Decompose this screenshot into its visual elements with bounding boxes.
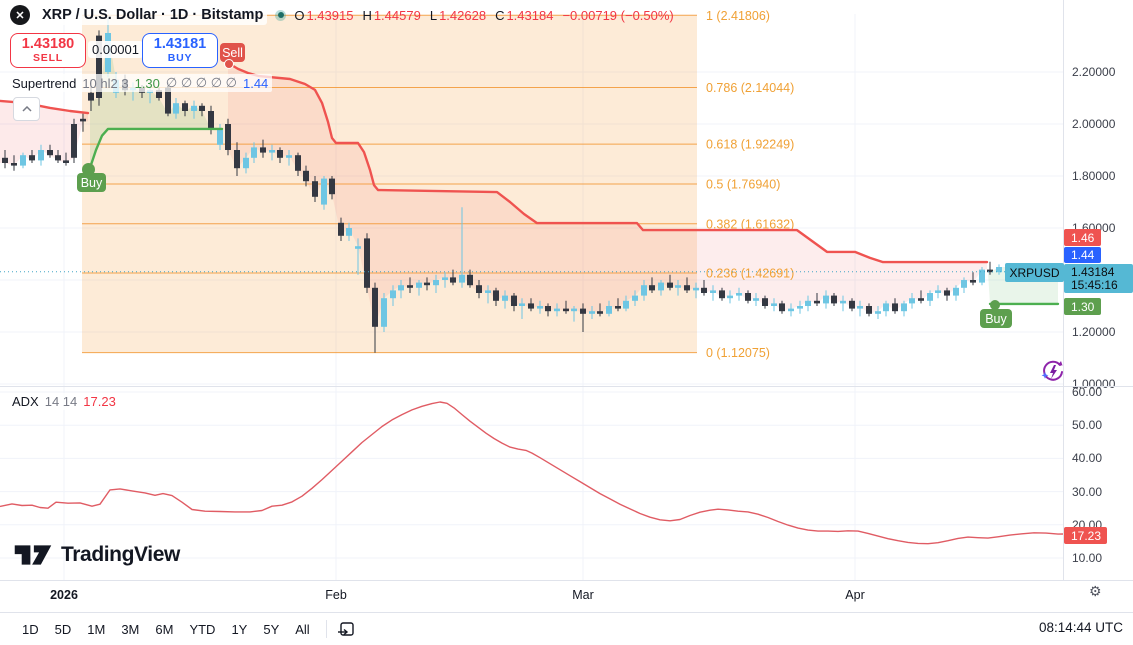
- gear-icon[interactable]: ⚙: [1089, 583, 1102, 599]
- scale-tick: 1.80000: [1072, 169, 1116, 183]
- adx-params: 14 14: [44, 394, 78, 409]
- market-status-icon[interactable]: [275, 9, 287, 21]
- last-price-badge: 1.43184 15:45:16: [1064, 264, 1133, 293]
- fib-level-label: 0.382 (1.61632): [706, 217, 794, 231]
- pane-divider[interactable]: [0, 386, 1133, 387]
- time-axis-label: Mar: [572, 588, 594, 602]
- tradingview-logo-text: TradingView: [61, 543, 180, 566]
- scale-tick: 1.00000: [1072, 377, 1116, 391]
- fib-level-label: 0.786 (2.14044): [706, 81, 794, 95]
- supertrend-upper-badge: 1.46: [1064, 229, 1101, 246]
- range-button-all[interactable]: All: [295, 621, 310, 637]
- sell-button[interactable]: 1.43180 SELL: [10, 33, 86, 68]
- buy-price: 1.43181: [153, 35, 207, 52]
- scale-tick: 10.00: [1072, 551, 1103, 565]
- close-value: 1.43184: [506, 7, 554, 23]
- supertrend-params: 10 hl2 3: [82, 75, 129, 91]
- supertrend-legend[interactable]: Supertrend 10 hl2 3 1.30 ∅ ∅ ∅ ∅ ∅ 1.44: [8, 74, 273, 92]
- buy-signal-pin: [990, 300, 1000, 310]
- scale-tick: 50.00: [1072, 418, 1103, 433]
- last-price-value: 1.43184: [1071, 264, 1115, 279]
- sell-signal-marker[interactable]: Sell: [220, 43, 245, 62]
- adx-value: 17.23: [83, 394, 116, 409]
- buy-signal-pin: [82, 163, 95, 176]
- supertrend-name: Supertrend: [12, 75, 77, 91]
- sell-price: 1.43180: [21, 35, 75, 52]
- open-value: 1.43915: [306, 7, 354, 23]
- xrp-logo-icon: ✕: [10, 5, 30, 25]
- fib-level-label: 0.618 (1.92249): [706, 138, 794, 152]
- fib-level-label: 1 (2.41806): [706, 9, 770, 23]
- chevron-up-icon: [21, 106, 32, 112]
- supertrend-lower-value: 1.30: [134, 75, 160, 91]
- toolbar-divider: [325, 620, 327, 638]
- time-axis-label: Feb: [325, 588, 347, 602]
- range-button-5d[interactable]: 5D: [54, 621, 72, 637]
- calendar-arrow-icon: [337, 621, 354, 636]
- scale-tick: 1.20000: [1072, 325, 1116, 339]
- scale-tick: 2.00000: [1072, 117, 1116, 131]
- fib-level-label: 0 (1.12075): [706, 346, 770, 360]
- ohlc-values: O 1.43915 H 1.44579 L 1.42628 C 1.43184 −0.0…: [294, 8, 673, 23]
- supertrend-value-badge: 1.44: [1064, 247, 1101, 263]
- buy-button[interactable]: 1.43181 BUY: [142, 33, 218, 68]
- supertrend-lower-badge: 1.30: [1064, 298, 1101, 315]
- fib-level-label: 0.236 (1.42691): [706, 267, 794, 281]
- spread-value: 0.00001: [88, 41, 143, 58]
- bar-countdown: 15:45:16: [1071, 277, 1118, 292]
- high-value: 1.44579: [373, 7, 421, 23]
- close-label: C: [495, 7, 505, 23]
- adx-legend[interactable]: ADX 14 14 17.23: [8, 393, 120, 410]
- range-button-ytd[interactable]: YTD: [189, 621, 216, 637]
- time-axis[interactable]: 2026 Feb Mar Apr: [0, 580, 1133, 613]
- open-label: O: [294, 7, 305, 23]
- tradingview-logo[interactable]: TradingView: [13, 542, 180, 568]
- scale-tick: 60.00: [1072, 385, 1103, 399]
- sell-signal-pin: [224, 59, 234, 69]
- price-chart-canvas[interactable]: 1 (2.41806) 0.786 (2.14044) 0.618 (1.92249…: [0, 0, 1133, 580]
- change-value: −0.00719 (−0.50%): [562, 7, 674, 23]
- symbol-price-label: XRPUSD: [1005, 263, 1064, 282]
- range-button-5y[interactable]: 5Y: [263, 621, 280, 637]
- tradingview-logo-icon: [14, 545, 52, 565]
- symbol-title[interactable]: XRP / U.S. Dollar · 1D · Bitstamp: [38, 5, 268, 25]
- range-button-1d[interactable]: 1D: [22, 621, 39, 637]
- time-axis-label: 2026: [50, 588, 78, 602]
- sell-label: SELL: [32, 51, 64, 64]
- top-toolbar: ✕ XRP / U.S. Dollar · 1D · Bitstamp O 1.4…: [0, 0, 1133, 30]
- low-value: 1.42628: [439, 7, 487, 23]
- adx-name: ADX: [12, 394, 39, 409]
- buy-signal-marker[interactable]: Buy: [980, 309, 1012, 328]
- range-button-6m[interactable]: 6M: [155, 621, 174, 637]
- goto-date-button[interactable]: [337, 620, 356, 639]
- fib-level-label: 0.5 (1.76940): [706, 177, 780, 191]
- range-button-1y[interactable]: 1Y: [231, 621, 248, 637]
- low-label: L: [429, 7, 438, 23]
- timezone-clock[interactable]: 08:14:44 UTC: [1038, 620, 1123, 635]
- buy-signal-marker[interactable]: Buy: [77, 173, 106, 192]
- adx-value-badge: 17.23: [1064, 527, 1107, 544]
- range-button-3m[interactable]: 3M: [121, 621, 140, 637]
- scale-tick: 40.00: [1072, 451, 1103, 466]
- bottom-toolbar: 1D 5D 1M 3M 6M YTD 1Y 5Y All 08:14:44 UTC: [0, 612, 1133, 645]
- high-label: H: [362, 7, 372, 23]
- scale-tick: 2.20000: [1072, 65, 1116, 79]
- time-axis-label: Apr: [845, 588, 865, 602]
- range-button-1m[interactable]: 1M: [87, 621, 106, 637]
- supertrend-upper-value: 1.44: [242, 75, 269, 91]
- supertrend-empty-values: ∅ ∅ ∅ ∅ ∅: [165, 75, 237, 90]
- collapse-legend-button[interactable]: [13, 97, 40, 121]
- scale-tick: 30.00: [1072, 484, 1103, 499]
- buy-label: BUY: [167, 51, 193, 64]
- auto-refresh-icon[interactable]: [1040, 359, 1066, 390]
